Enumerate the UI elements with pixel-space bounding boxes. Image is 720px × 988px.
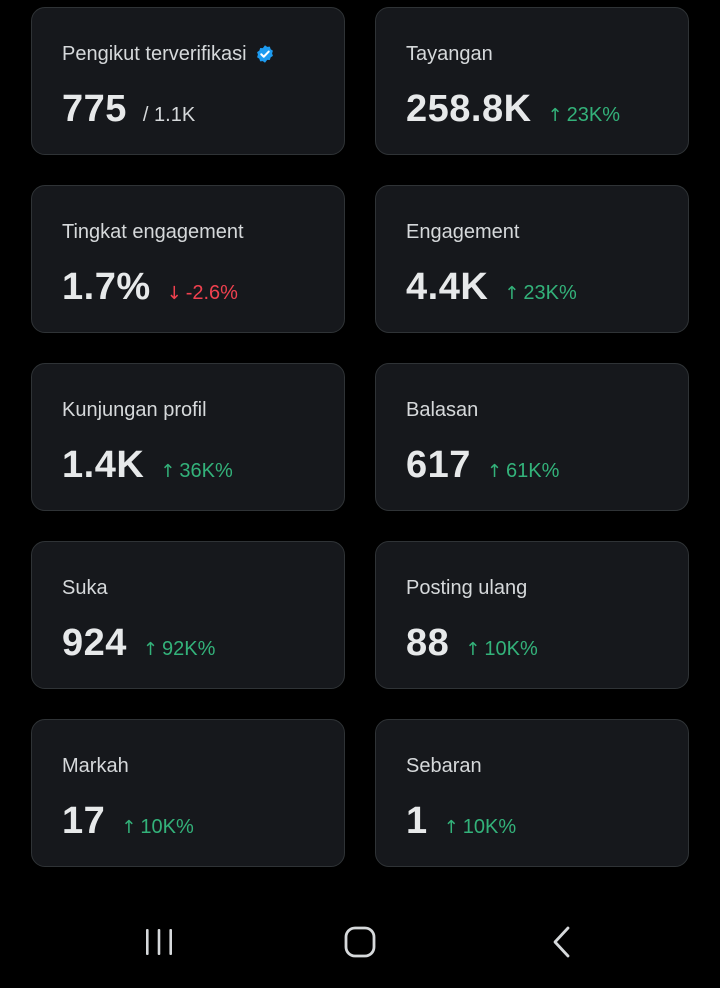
card-delta: ↓ -2.6% (166, 282, 238, 304)
card-label: Sebaran (406, 755, 482, 777)
arrow-up-icon: ↑ (504, 283, 520, 304)
card-profile-visits[interactable]: Kunjungan profil 1.4K ↑ 36K% (31, 363, 345, 511)
card-value: 4.4K (406, 266, 489, 308)
arrow-down-icon: ↓ (166, 283, 182, 304)
arrow-up-icon: ↑ (160, 461, 176, 482)
card-label: Engagement (406, 221, 520, 243)
recent-apps-icon[interactable] (129, 917, 189, 967)
card-value: 775 (62, 88, 127, 130)
card-value: 1.7% (62, 266, 151, 308)
arrow-up-icon: ↑ (465, 639, 481, 660)
card-label: Kunjungan profil (62, 399, 207, 421)
card-label: Balasan (406, 399, 479, 421)
card-value: 1 (406, 800, 428, 842)
card-value: 617 (406, 444, 471, 486)
card-value: 924 (62, 622, 127, 664)
card-label: Pengikut terverifikasi (62, 43, 247, 65)
home-icon[interactable] (330, 917, 390, 967)
verified-badge-icon (255, 44, 275, 64)
arrow-up-icon: ↑ (443, 817, 459, 838)
arrow-up-icon: ↑ (486, 461, 502, 482)
card-delta: ↑ 23K% (547, 104, 621, 126)
card-engagement-rate[interactable]: Tingkat engagement 1.7% ↓ -2.6% (31, 185, 345, 333)
card-value: 1.4K (62, 444, 145, 486)
system-navigation-bar (0, 895, 720, 988)
card-reposts[interactable]: Posting ulang 88 ↑ 10K% (375, 541, 689, 689)
card-label: Tingkat engagement (62, 221, 244, 243)
card-label: Suka (62, 577, 108, 599)
card-delta: ↑ 92K% (142, 638, 216, 660)
card-likes[interactable]: Suka 924 ↑ 92K% (31, 541, 345, 689)
card-verified-followers[interactable]: Pengikut terverifikasi 775 / 1.1K (31, 7, 345, 155)
card-value: 17 (62, 800, 106, 842)
card-label: Posting ulang (406, 577, 528, 599)
card-delta: ↑ 23K% (504, 282, 577, 304)
card-delta: ↑ 10K% (465, 638, 538, 660)
card-engagements[interactable]: Engagement 4.4K ↑ 23K% (375, 185, 689, 333)
card-impressions[interactable]: Tayangan 258.8K ↑ 23K% (375, 7, 689, 155)
card-value: 88 (406, 622, 450, 664)
card-bookmarks[interactable]: Markah 17 ↑ 10K% (31, 719, 345, 867)
card-delta: ↑ 10K% (121, 816, 194, 838)
card-shares[interactable]: Sebaran 1 ↑ 10K% (375, 719, 689, 867)
card-delta: ↑ 61K% (486, 460, 560, 482)
card-delta: ↑ 10K% (443, 816, 517, 838)
arrow-up-icon: ↑ (142, 639, 158, 660)
card-label: Markah (62, 755, 129, 777)
arrow-up-icon: ↑ (121, 817, 137, 838)
card-label: Tayangan (406, 43, 493, 65)
arrow-up-icon: ↑ (547, 105, 563, 126)
card-total: / 1.1K (142, 104, 196, 126)
card-value: 258.8K (406, 88, 532, 130)
back-icon[interactable] (532, 917, 592, 967)
stats-grid: Pengikut terverifikasi 775 / 1.1K Tayang… (31, 7, 689, 867)
card-delta: ↑ 36K% (160, 460, 233, 482)
card-replies[interactable]: Balasan 617 ↑ 61K% (375, 363, 689, 511)
